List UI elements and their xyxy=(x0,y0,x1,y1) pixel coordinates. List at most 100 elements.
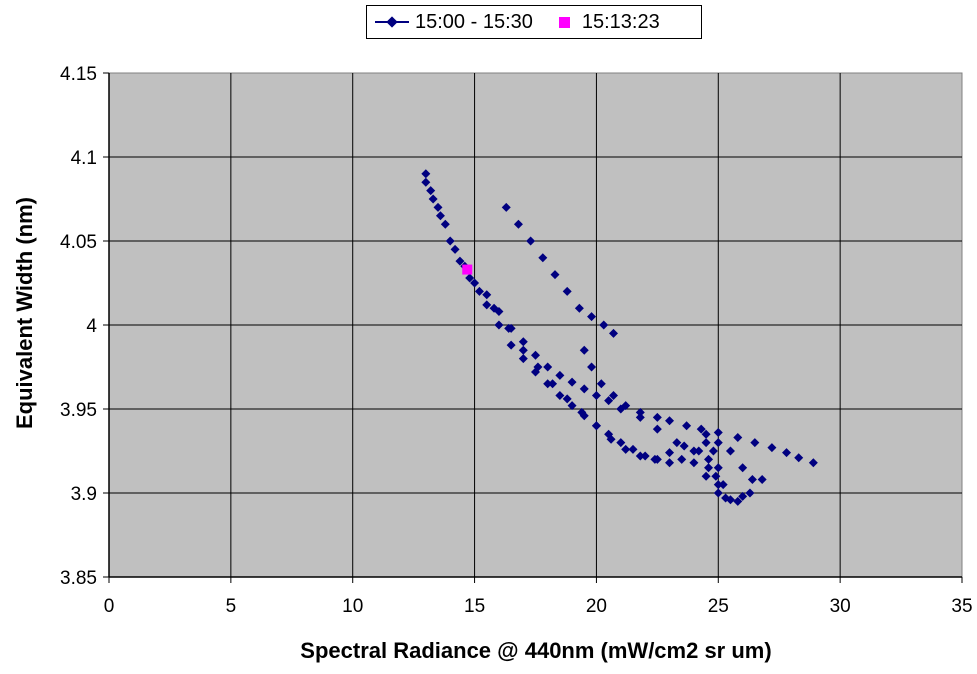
y-tick-label: 4.05 xyxy=(60,232,97,253)
data-point xyxy=(482,290,492,300)
data-point xyxy=(462,264,473,275)
data-point xyxy=(782,448,792,458)
data-point xyxy=(635,407,645,417)
data-point xyxy=(421,169,431,179)
y-tick-label: 4.15 xyxy=(60,64,97,85)
data-point xyxy=(550,270,560,280)
data-point xyxy=(718,480,728,490)
data-point xyxy=(640,451,650,461)
data-point xyxy=(433,202,443,212)
y-tick-label: 3.85 xyxy=(60,568,97,589)
data-point xyxy=(767,443,777,453)
data-point xyxy=(704,454,714,464)
data-point xyxy=(596,379,606,389)
data-point xyxy=(465,273,475,283)
data-point xyxy=(445,236,455,246)
data-point xyxy=(745,488,755,498)
y-tick-label: 4 xyxy=(86,316,97,337)
data-point xyxy=(621,401,631,411)
data-point xyxy=(587,312,597,322)
legend-entry-series-2: 15:13:23 xyxy=(533,6,660,38)
data-point xyxy=(713,428,723,438)
data-point xyxy=(616,438,626,448)
legend: 15:00 - 15:30 15:13:23 xyxy=(366,5,702,39)
data-point xyxy=(652,424,662,434)
x-tick-label: 10 xyxy=(342,596,363,617)
data-point xyxy=(733,496,743,506)
x-tick-label: 5 xyxy=(226,596,237,617)
series-2 xyxy=(462,264,473,275)
data-point xyxy=(713,488,723,498)
y-tick-label: 3.9 xyxy=(71,484,97,505)
data-point xyxy=(682,421,692,431)
data-point xyxy=(738,491,748,501)
data-point xyxy=(518,354,528,364)
data-point xyxy=(450,244,460,254)
data-point xyxy=(650,454,660,464)
data-point xyxy=(562,394,572,404)
data-point xyxy=(652,412,662,422)
data-point xyxy=(704,463,714,473)
data-point xyxy=(591,421,601,431)
data-point xyxy=(701,471,711,481)
x-axis-title: Spectral Radiance @ 440nm (mW/cm2 sr um) xyxy=(300,638,771,663)
data-point xyxy=(574,303,584,313)
data-point xyxy=(567,377,577,387)
data-point xyxy=(455,256,465,266)
data-point xyxy=(428,194,438,204)
legend-label: 15:13:23 xyxy=(581,10,660,33)
data-point xyxy=(577,407,587,417)
data-point xyxy=(555,391,565,401)
data-point xyxy=(733,433,743,443)
data-point xyxy=(501,202,511,212)
data-point xyxy=(591,391,601,401)
data-point xyxy=(555,370,565,380)
data-point xyxy=(721,493,731,503)
data-point xyxy=(713,438,723,448)
data-point xyxy=(470,278,480,288)
data-point xyxy=(604,396,614,406)
legend-entry-series-1: 15:00 - 15:30 xyxy=(367,6,533,38)
y-axis-title: Equivalent Width (nm) xyxy=(12,197,37,429)
data-point xyxy=(599,320,609,330)
data-point xyxy=(696,424,706,434)
data-point xyxy=(794,453,804,463)
data-point xyxy=(526,236,536,246)
data-point xyxy=(628,444,638,454)
data-point xyxy=(635,451,645,461)
data-point xyxy=(435,211,445,221)
x-tick-label: 30 xyxy=(830,596,851,617)
data-point xyxy=(808,458,818,468)
data-point xyxy=(747,475,757,485)
data-point xyxy=(518,345,528,355)
data-point xyxy=(579,345,589,355)
y-tick-label: 3.95 xyxy=(60,400,97,421)
data-point xyxy=(701,438,711,448)
data-point xyxy=(621,444,631,454)
x-tick-label: 35 xyxy=(951,596,972,617)
data-point xyxy=(531,350,540,360)
data-point xyxy=(482,300,492,310)
data-point xyxy=(665,458,675,468)
data-point xyxy=(713,463,723,473)
data-point xyxy=(426,186,436,196)
data-point xyxy=(608,391,618,401)
data-point xyxy=(750,438,760,448)
data-point xyxy=(689,446,699,456)
data-point xyxy=(494,320,504,330)
line-diamond-marker-icon xyxy=(375,12,409,32)
series-1 xyxy=(421,169,818,506)
data-point xyxy=(725,446,735,456)
legend-label: 15:00 - 15:30 xyxy=(415,10,533,33)
data-point xyxy=(440,219,450,229)
x-tick-label: 15 xyxy=(464,596,485,617)
square-marker-icon xyxy=(558,16,570,28)
data-point xyxy=(665,416,675,426)
data-point xyxy=(543,379,553,389)
data-point xyxy=(708,446,718,456)
y-tick-label: 4.1 xyxy=(71,148,97,169)
data-point xyxy=(665,448,675,458)
data-point xyxy=(533,362,543,372)
data-point xyxy=(711,471,721,481)
